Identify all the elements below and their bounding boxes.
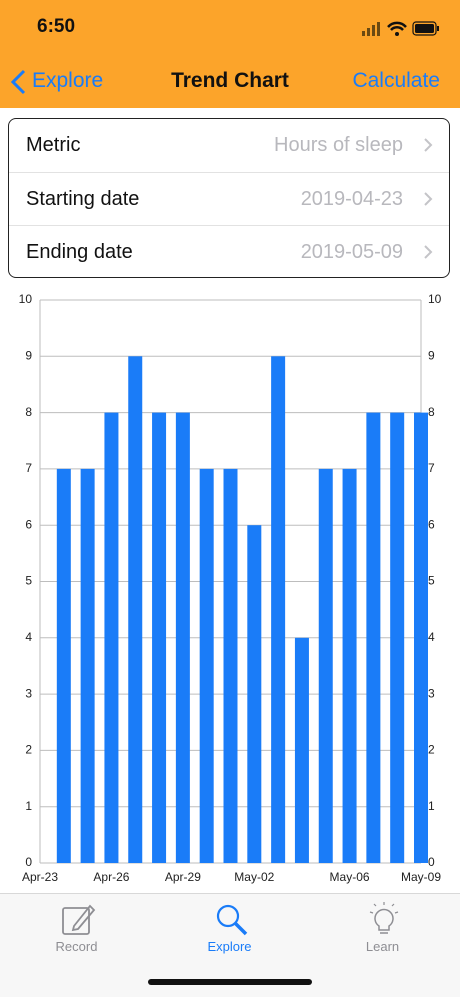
bar	[56, 468, 71, 863]
x-tick-label: May-09	[401, 870, 441, 884]
bar	[80, 468, 95, 863]
tab[interactable]: Record	[0, 894, 153, 964]
y-tick-label: 10	[19, 292, 33, 306]
calculate-button[interactable]: Calculate	[352, 69, 440, 92]
x-tick-label: May-06	[330, 870, 370, 884]
tab-label: Learn	[365, 939, 400, 954]
y2-tick-label: 3	[428, 686, 435, 700]
x-tick-label: Apr-26	[93, 870, 129, 884]
bar	[199, 468, 214, 863]
bar	[128, 356, 143, 863]
chart: 0 0 1 1 2 2 3 3 4 4 5 5 6 6 7 7 8 8 9 9 10 10 Apr-23 Apr-26 Apr-…	[19, 292, 442, 884]
home-indicator	[148, 979, 312, 985]
bar	[390, 412, 405, 863]
y2-tick-label: 2	[428, 743, 435, 757]
bar	[223, 468, 238, 863]
tab-label: Record	[55, 939, 98, 954]
bar	[104, 412, 119, 863]
y-tick-label: 3	[25, 686, 32, 700]
tab-icon	[369, 902, 399, 934]
y2-tick-label: 6	[428, 517, 435, 531]
row-value: Hours of sleep	[274, 134, 403, 156]
chevron	[424, 192, 433, 206]
x-tick-label: Apr-29	[165, 870, 201, 884]
y-tick-label: 6	[25, 517, 32, 531]
y2-tick-label: 9	[428, 348, 435, 362]
bar	[152, 412, 167, 863]
chevron	[424, 138, 433, 152]
chevron-path	[424, 138, 433, 152]
status-time: 6:50	[37, 16, 76, 37]
form-row[interactable]: Ending date 2019-05-09	[9, 225, 449, 280]
x-tick-label: May-02	[234, 870, 274, 884]
y2-tick-label: 8	[428, 405, 435, 419]
y-tick-label: 8	[25, 405, 32, 419]
tab-icon	[216, 904, 248, 936]
tab-label: Explore	[207, 939, 252, 954]
y-tick-label: 0	[25, 855, 32, 869]
chevron-path	[424, 245, 433, 259]
bar	[366, 412, 381, 863]
form-row[interactable]: Metric Hours of sleep	[9, 119, 449, 173]
y-tick-label: 4	[25, 630, 32, 644]
y-tick-label: 5	[25, 574, 32, 588]
bar	[294, 637, 309, 863]
tab[interactable]: Explore	[153, 894, 306, 964]
y-tick-label: 2	[25, 743, 32, 757]
y2-tick-label: 5	[428, 574, 435, 588]
status-icons	[362, 21, 439, 36]
x-tick-label: Apr-23	[22, 870, 58, 884]
y2-tick-label: 10	[428, 292, 442, 306]
back-chevron[interactable]	[10, 69, 28, 95]
bar	[414, 412, 428, 863]
back-button[interactable]: Explore	[32, 69, 104, 92]
bar	[271, 356, 286, 863]
chevron	[424, 245, 433, 259]
y-tick-label: 1	[25, 799, 32, 813]
nav-title: Trend Chart	[171, 69, 289, 92]
row-value: 2019-05-09	[300, 241, 403, 263]
y-tick-label: 7	[25, 461, 32, 475]
bar	[318, 468, 333, 863]
bar	[175, 412, 190, 863]
y2-tick-label: 0	[428, 855, 435, 869]
bar	[342, 468, 357, 863]
bar	[247, 525, 262, 863]
y2-tick-label: 1	[428, 799, 435, 813]
tab-icon	[62, 904, 96, 935]
y2-tick-label: 7	[428, 461, 435, 475]
header: 6:50 Explore Trend Chart Calculate	[0, 0, 460, 108]
chevron-path	[424, 192, 433, 206]
form-row[interactable]: Starting date 2019-04-23	[9, 172, 449, 227]
row-label: Ending date	[26, 241, 133, 263]
settings-form: Metric Hours of sleep Starting date 2019-04…	[8, 118, 450, 278]
row-label: Metric	[26, 134, 81, 156]
y-tick-label: 9	[25, 348, 32, 362]
y2-tick-label: 4	[428, 630, 435, 644]
tab[interactable]: Learn	[306, 894, 459, 964]
row-value: 2019-04-23	[300, 188, 403, 210]
row-label: Starting date	[26, 188, 140, 210]
